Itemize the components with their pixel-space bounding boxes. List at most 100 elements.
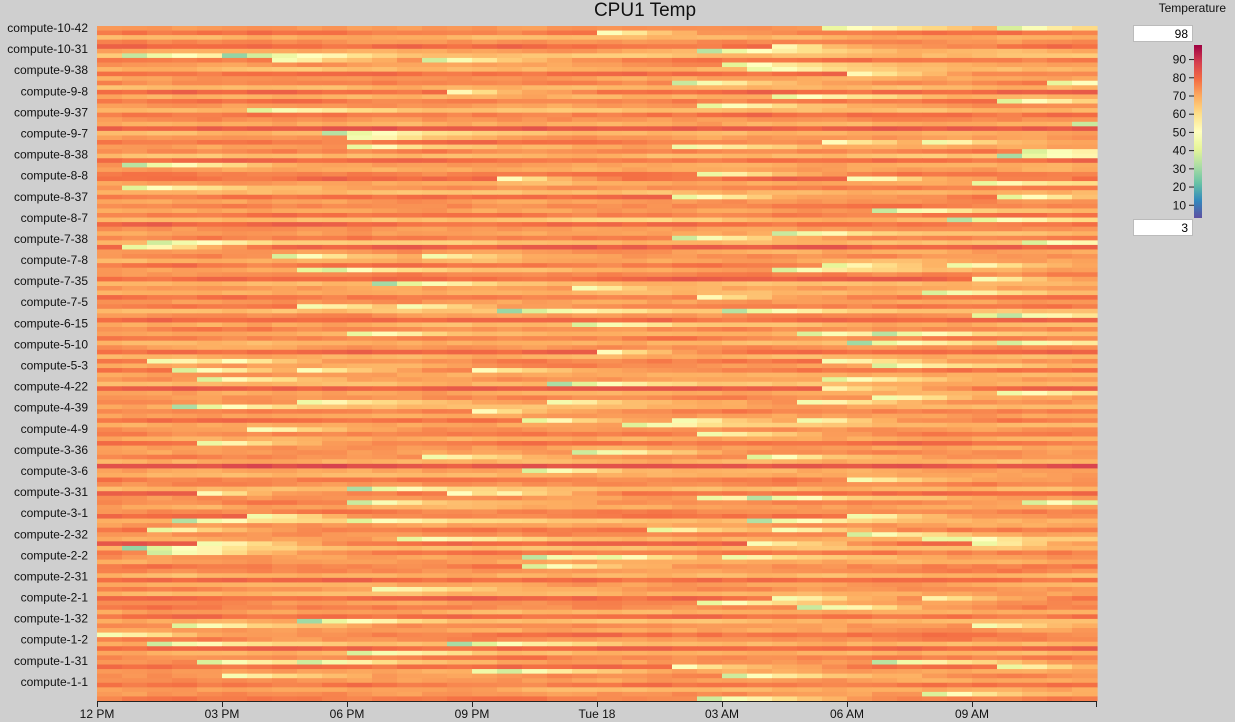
heatmap-cell bbox=[197, 459, 223, 465]
heatmap-cell bbox=[797, 468, 823, 474]
heatmap-cell bbox=[497, 340, 523, 346]
heatmap-cell bbox=[122, 121, 148, 127]
heatmap-cell bbox=[247, 518, 273, 524]
heatmap-cell bbox=[797, 491, 823, 497]
heatmap-cell bbox=[922, 491, 948, 497]
heatmap-cell bbox=[447, 368, 473, 374]
heatmap-cell bbox=[347, 409, 373, 415]
heatmap-cell bbox=[897, 190, 923, 196]
heatmap-cell bbox=[972, 272, 998, 278]
heatmap-cell bbox=[1022, 450, 1048, 456]
heatmap-cell bbox=[497, 263, 523, 269]
heatmap-cell bbox=[497, 85, 523, 91]
heatmap-cell bbox=[472, 30, 498, 36]
heatmap-cell bbox=[347, 217, 373, 223]
heatmap-cell bbox=[897, 53, 923, 59]
heatmap-cell bbox=[572, 35, 598, 41]
heatmap-cell bbox=[822, 295, 848, 301]
heatmap-cell bbox=[822, 399, 848, 405]
heatmap-cell bbox=[97, 285, 123, 291]
heatmap-cell bbox=[147, 167, 173, 173]
heatmap-cell bbox=[647, 108, 673, 114]
heatmap-cell bbox=[697, 295, 723, 301]
heatmap-cell bbox=[947, 399, 973, 405]
heatmap-cell bbox=[222, 39, 248, 45]
heatmap-cell bbox=[372, 98, 398, 104]
heatmap-cell bbox=[197, 573, 223, 579]
heatmap-cell bbox=[397, 427, 423, 433]
heatmap-cell bbox=[822, 48, 848, 54]
heatmap-cell bbox=[247, 203, 273, 209]
heatmap-cell bbox=[722, 500, 748, 506]
heatmap-cell bbox=[847, 377, 873, 383]
heatmap-cell bbox=[897, 117, 923, 123]
heatmap-cell bbox=[772, 203, 798, 209]
heatmap-cell bbox=[872, 363, 898, 369]
heatmap-cell bbox=[897, 308, 923, 314]
heatmap-cell bbox=[672, 162, 698, 168]
heatmap-cell bbox=[1072, 30, 1098, 36]
heatmap-cell bbox=[847, 140, 873, 145]
heatmap-cell bbox=[797, 108, 823, 114]
heatmap-cell bbox=[972, 573, 998, 579]
heatmap-cell bbox=[1022, 272, 1048, 278]
heatmap-cell bbox=[197, 377, 223, 383]
heatmap-cell bbox=[622, 390, 648, 396]
heatmap-cell bbox=[97, 445, 123, 451]
heatmap-cell bbox=[697, 112, 723, 118]
heatmap-cell bbox=[197, 263, 223, 269]
heatmap-cell bbox=[947, 331, 973, 337]
heatmap-cell bbox=[372, 422, 398, 428]
heatmap-cell bbox=[747, 126, 773, 132]
heatmap-cell bbox=[1022, 491, 1048, 497]
heatmap-cell bbox=[322, 53, 348, 59]
heatmap-cell bbox=[797, 185, 823, 191]
heatmap-cell bbox=[97, 550, 123, 556]
heatmap-cell bbox=[347, 514, 373, 519]
heatmap-cell bbox=[497, 240, 523, 246]
heatmap-cell bbox=[472, 399, 498, 405]
heatmap-cell bbox=[997, 44, 1023, 50]
heatmap-cell bbox=[697, 98, 723, 104]
heatmap-cell bbox=[447, 190, 473, 196]
heatmap-cell bbox=[1022, 536, 1048, 542]
heatmap-cell bbox=[972, 454, 998, 460]
heatmap-cell bbox=[922, 181, 948, 187]
heatmap-cell bbox=[472, 463, 498, 469]
heatmap-cell bbox=[472, 126, 498, 132]
heatmap-cell bbox=[372, 130, 398, 136]
heatmap-cell bbox=[1047, 299, 1073, 305]
heatmap-cell bbox=[622, 130, 648, 136]
heatmap-cell bbox=[472, 167, 498, 173]
heatmap-cell bbox=[772, 368, 798, 374]
heatmap-cell bbox=[1022, 76, 1048, 82]
heatmap-cell bbox=[947, 98, 973, 104]
heatmap-cell bbox=[247, 327, 273, 332]
heatmap-cell bbox=[997, 240, 1023, 246]
heatmap-cell bbox=[447, 130, 473, 136]
heatmap-cell bbox=[497, 468, 523, 474]
heatmap-cell bbox=[897, 167, 923, 173]
heatmap-cell bbox=[772, 358, 798, 364]
heatmap-cell bbox=[847, 564, 873, 570]
heatmap-cell bbox=[897, 71, 923, 77]
heatmap-cell bbox=[947, 108, 973, 114]
heatmap-cell bbox=[697, 135, 723, 141]
heatmap-cell bbox=[147, 304, 173, 310]
heatmap-cell bbox=[772, 153, 798, 159]
heatmap-cell bbox=[197, 76, 223, 82]
heatmap-cell bbox=[897, 340, 923, 346]
heatmap-cell bbox=[272, 121, 298, 127]
heatmap-cell bbox=[547, 62, 573, 68]
heatmap-cell bbox=[272, 194, 298, 200]
heatmap-cell bbox=[497, 368, 523, 374]
heatmap-cell bbox=[947, 53, 973, 59]
heatmap-cell bbox=[322, 89, 348, 95]
heatmap-cell bbox=[997, 418, 1023, 424]
heatmap-cell bbox=[747, 185, 773, 191]
heatmap-cell bbox=[547, 472, 573, 478]
heatmap-cell bbox=[1072, 545, 1098, 551]
heatmap-cell bbox=[397, 550, 423, 556]
heatmap-cell bbox=[597, 98, 623, 104]
heatmap-cell bbox=[872, 222, 898, 228]
